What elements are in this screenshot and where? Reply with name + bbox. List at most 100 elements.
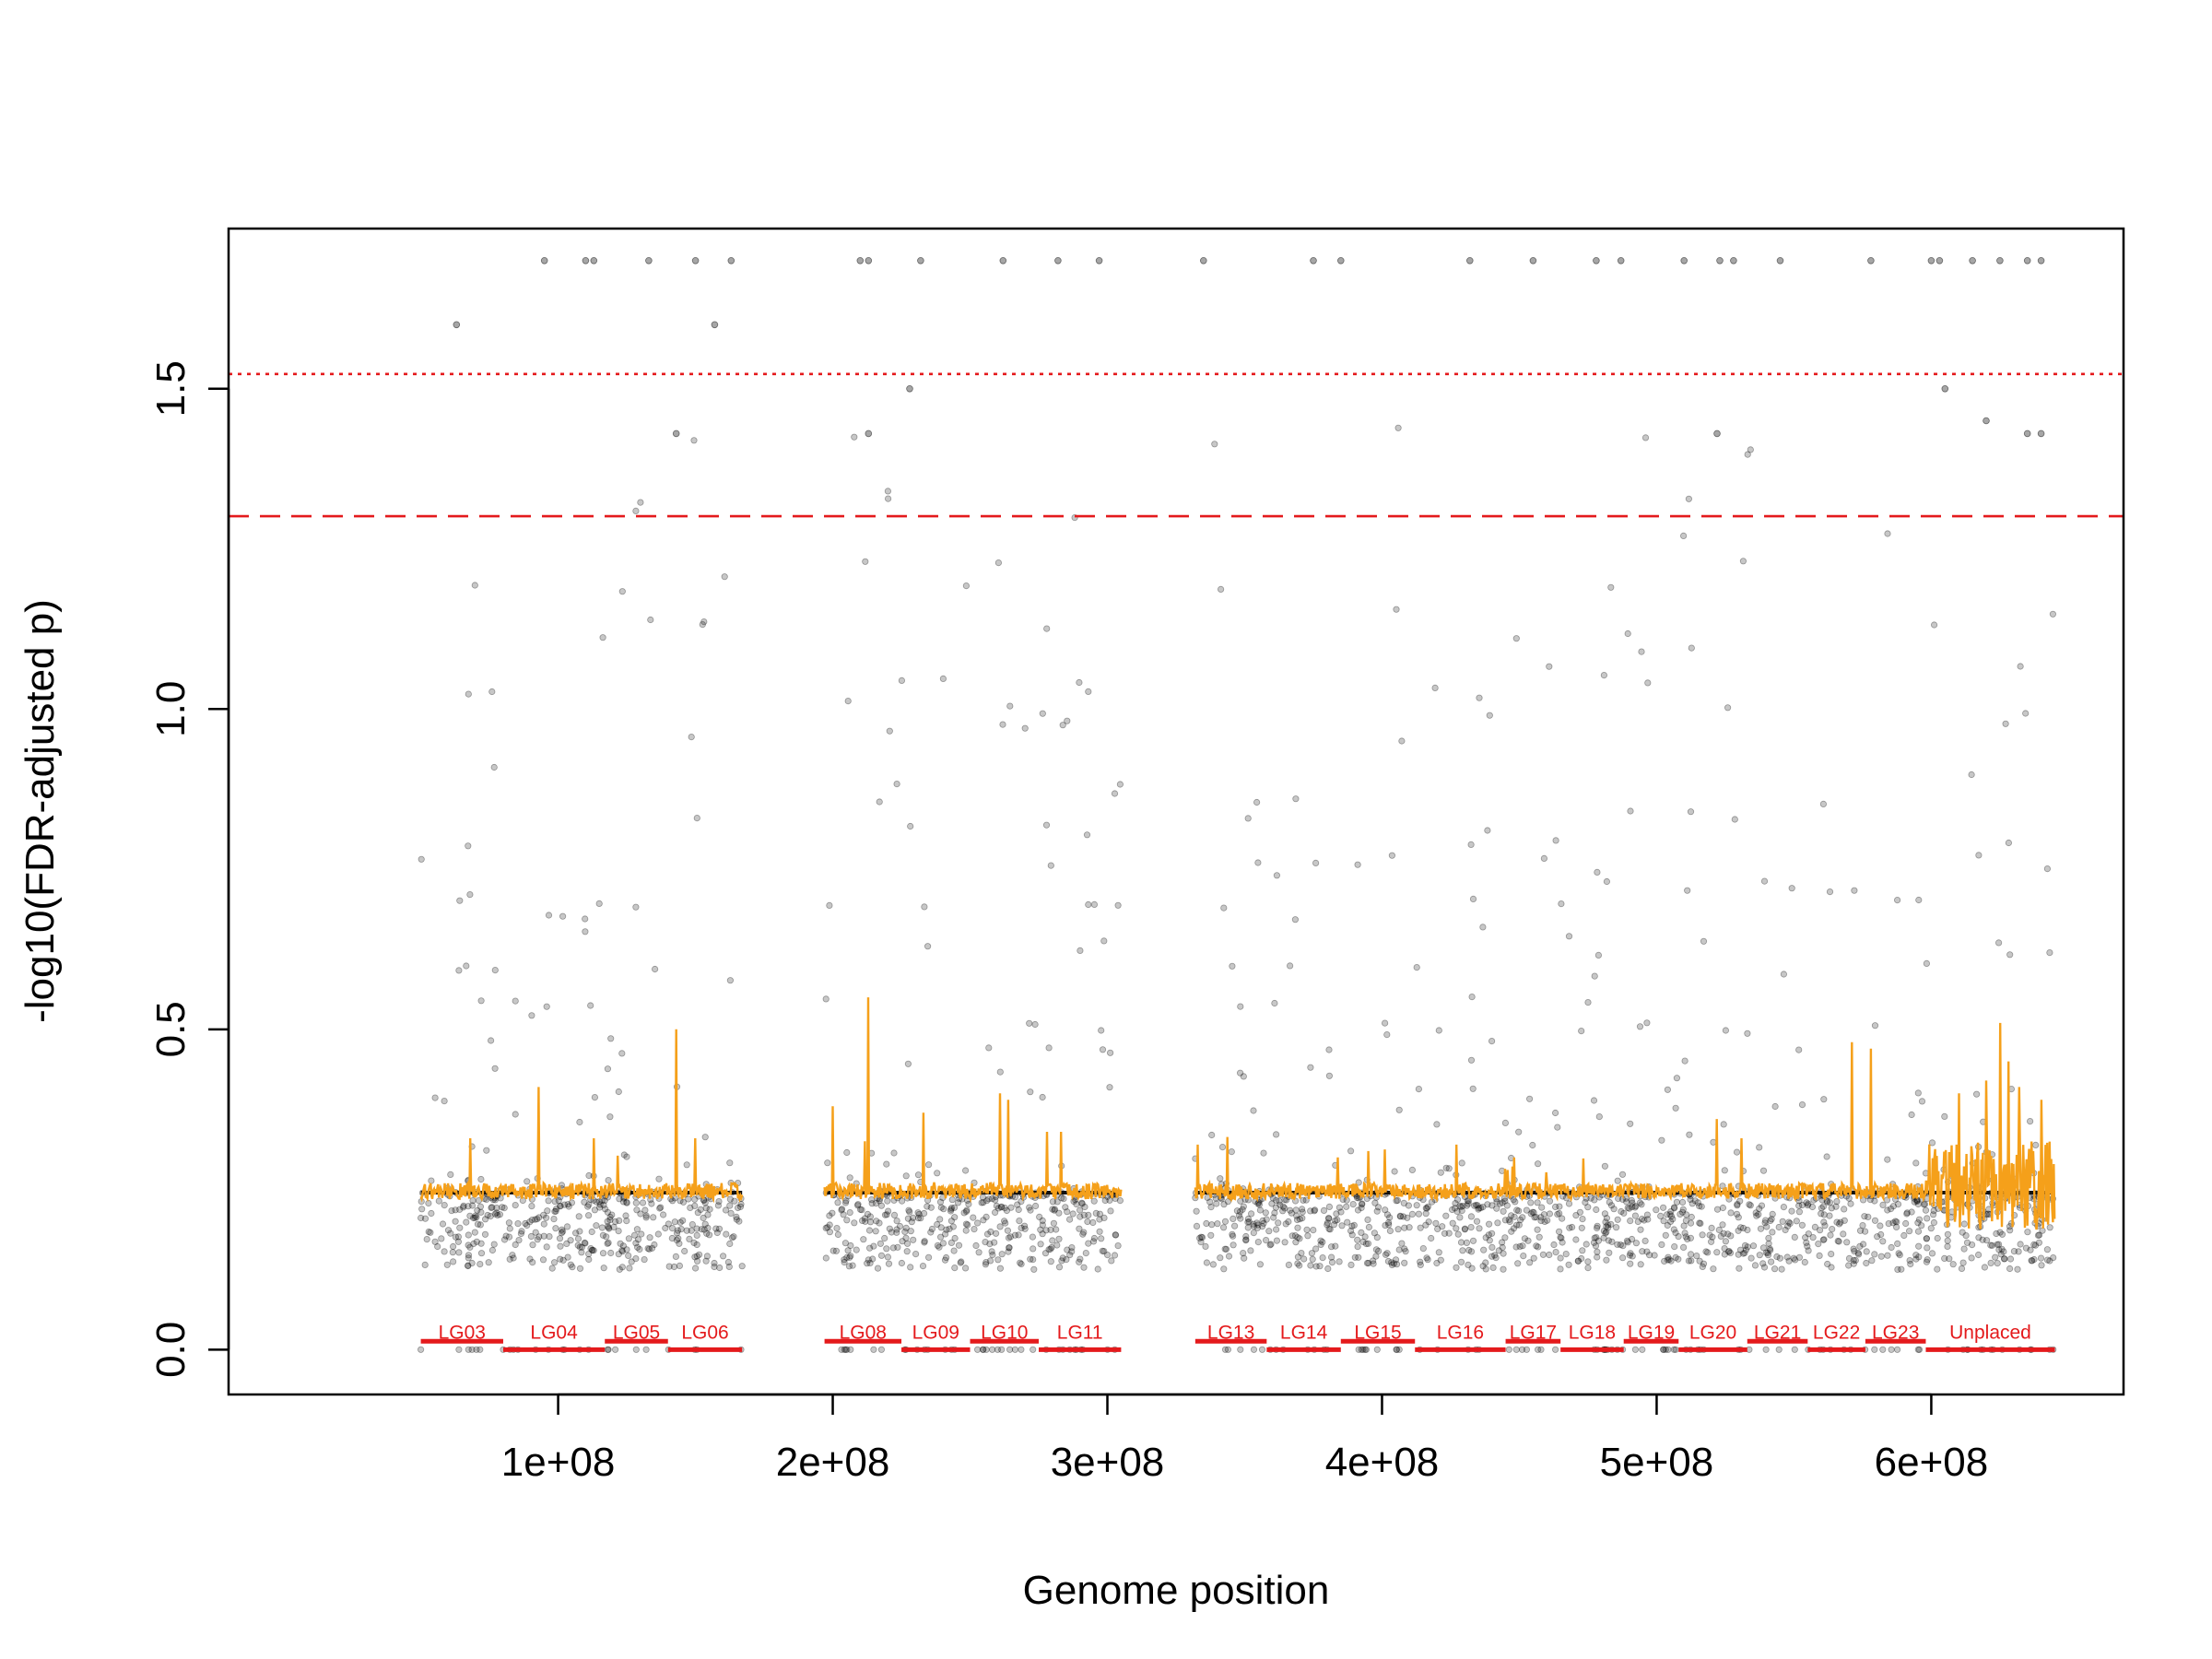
data-point <box>1463 1239 1471 1247</box>
data-point <box>456 1224 464 1231</box>
data-point <box>1288 1209 1295 1217</box>
data-point <box>591 1206 599 1214</box>
data-point <box>1924 1215 1931 1222</box>
data-point <box>851 1219 858 1227</box>
data-point <box>1526 1095 1534 1102</box>
data-point <box>1505 1346 1512 1353</box>
data-point <box>441 1248 448 1255</box>
data-point <box>1365 1259 1372 1267</box>
data-point <box>1556 1228 1563 1235</box>
data-point <box>1230 1232 1237 1240</box>
data-point <box>1453 1207 1461 1216</box>
lg-points-LG11 <box>1036 513 1124 1353</box>
data-point <box>695 1251 703 1258</box>
data-point <box>1539 1251 1547 1258</box>
data-point <box>1076 1225 1083 1232</box>
data-point <box>1527 1199 1535 1206</box>
data-point <box>947 1205 956 1212</box>
data-point <box>1240 1073 1247 1080</box>
data-point <box>1735 1265 1743 1272</box>
top-hit-point <box>691 256 700 265</box>
data-point <box>575 1213 582 1220</box>
data-point <box>865 1244 874 1252</box>
data-point <box>1959 1229 1966 1236</box>
data-point <box>1514 1260 1522 1267</box>
data-point <box>485 1259 492 1266</box>
data-point <box>584 1203 592 1210</box>
data-point <box>1326 1226 1334 1233</box>
data-point <box>947 1207 955 1215</box>
data-point <box>1432 1219 1440 1227</box>
data-point <box>705 1231 713 1239</box>
data-point <box>1503 1202 1511 1209</box>
data-point <box>1828 1251 1835 1258</box>
data-point <box>1066 1252 1074 1259</box>
data-point <box>1559 1215 1566 1222</box>
data-point <box>1508 1228 1515 1235</box>
data-point <box>1388 1261 1396 1269</box>
data-point <box>1467 1248 1476 1255</box>
data-point <box>1930 1218 1937 1227</box>
data-point <box>1089 1238 1098 1245</box>
data-point <box>1372 1246 1381 1253</box>
data-point <box>439 1220 447 1228</box>
data-point <box>1064 1208 1071 1216</box>
data-point <box>1501 1197 1509 1205</box>
data-point <box>1713 1249 1721 1256</box>
data-point <box>1747 1202 1754 1209</box>
data-point <box>1713 1206 1722 1213</box>
data-point <box>2010 1248 2018 1255</box>
data-point <box>888 1229 895 1236</box>
data-point <box>546 1233 553 1241</box>
data-point <box>1719 1221 1726 1229</box>
data-point <box>599 1250 607 1257</box>
data-point <box>1068 1248 1076 1255</box>
data-point <box>633 1226 641 1233</box>
data-point <box>477 1250 486 1257</box>
data-point <box>1865 1213 1872 1221</box>
data-point <box>588 1246 596 1253</box>
data-point <box>1500 1265 1507 1273</box>
data-point <box>1244 1224 1252 1231</box>
data-point <box>1262 1209 1269 1217</box>
data-point <box>1519 1242 1526 1250</box>
data-point <box>1461 1225 1469 1232</box>
data-point <box>1605 1221 1612 1229</box>
data-point <box>1077 1213 1084 1220</box>
data-point <box>1724 704 1732 712</box>
data-point <box>1824 1260 1831 1268</box>
lg-points-LG21 <box>1744 446 1811 1353</box>
data-point <box>919 1263 927 1270</box>
top-hit-point <box>1054 256 1062 265</box>
data-point <box>1425 1218 1432 1226</box>
data-point <box>1203 1259 1211 1266</box>
data-point <box>456 897 464 904</box>
data-point <box>611 1218 619 1226</box>
data-point <box>874 1265 882 1272</box>
data-point <box>1623 1237 1631 1244</box>
data-point <box>726 1159 734 1167</box>
data-point <box>599 634 606 641</box>
data-point <box>477 1346 484 1353</box>
data-point <box>514 1220 522 1228</box>
data-point <box>1358 1204 1365 1212</box>
data-point <box>1107 1049 1114 1056</box>
data-point <box>1614 1241 1621 1248</box>
data-point <box>595 1198 603 1206</box>
data-point <box>1540 854 1548 863</box>
data-point <box>1885 1220 1892 1228</box>
data-point <box>1566 1224 1573 1231</box>
data-point <box>1624 1204 1631 1212</box>
data-point <box>898 1259 906 1267</box>
data-point <box>1393 606 1400 613</box>
data-point <box>1354 1206 1362 1214</box>
data-point <box>1516 1242 1524 1251</box>
data-point <box>1014 1201 1021 1208</box>
data-point <box>1798 1201 1806 1209</box>
top-hit-point <box>2037 429 2045 438</box>
data-point <box>1203 1219 1210 1228</box>
data-point <box>2006 1265 2014 1273</box>
data-point <box>694 1209 701 1217</box>
data-point <box>1390 1260 1398 1267</box>
data-point <box>618 1050 626 1057</box>
